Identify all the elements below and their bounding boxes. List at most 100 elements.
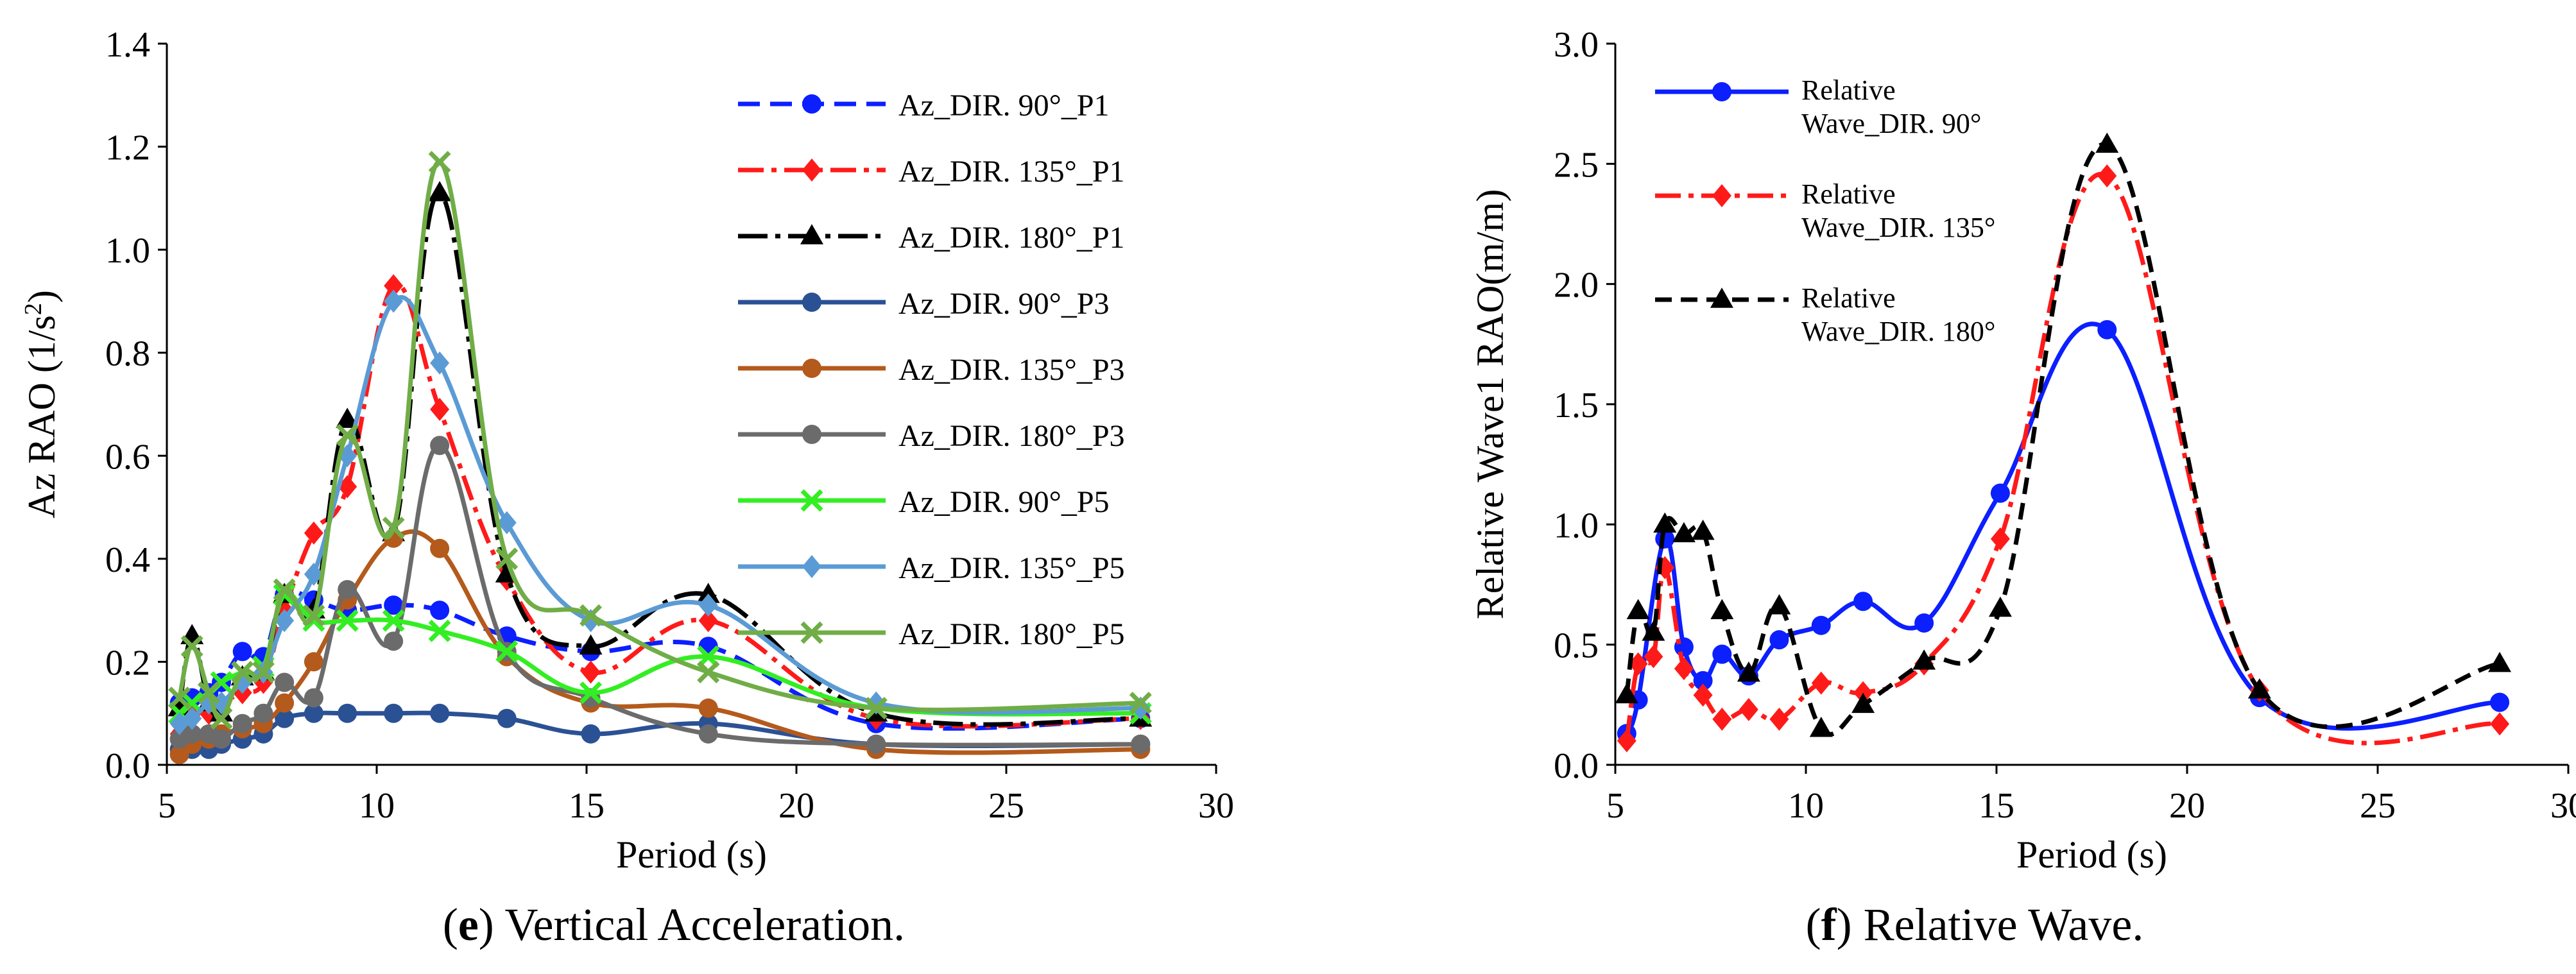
data-point xyxy=(1691,519,1715,540)
data-point xyxy=(197,681,220,705)
series-1 xyxy=(1617,320,2510,744)
data-point xyxy=(1811,671,1831,695)
data-point xyxy=(428,619,451,642)
data-point xyxy=(1990,483,2010,503)
data-point xyxy=(384,631,404,651)
legend-label: Az_DIR. 135°_P3 xyxy=(898,353,1125,387)
data-point xyxy=(1990,527,2010,551)
data-point xyxy=(2097,164,2117,188)
data-point xyxy=(1617,729,1636,753)
data-point xyxy=(698,609,718,633)
legend-marker xyxy=(1712,184,1731,207)
data-point xyxy=(275,708,295,728)
caption-e: (e) Vertical Acceleration. xyxy=(442,899,906,950)
data-point xyxy=(232,642,252,662)
caption-f-letter: f xyxy=(1821,899,1837,950)
data-point xyxy=(428,151,451,174)
legend-marker xyxy=(1712,82,1731,101)
y-tick-label: 2.0 xyxy=(1554,266,1599,305)
y-tick-label: 0.5 xyxy=(1554,626,1599,666)
legend-label-line1: Relative xyxy=(1801,74,1896,106)
legend-label-line2: Wave_DIR. 180° xyxy=(1801,316,1995,347)
data-point xyxy=(336,609,359,632)
legend-label: Az_DIR. 90°_P3 xyxy=(898,287,1110,321)
data-point xyxy=(1769,630,1789,650)
data-point xyxy=(696,583,720,603)
legend-marker xyxy=(802,555,821,578)
legend-marker xyxy=(800,489,823,512)
data-point xyxy=(1769,707,1789,731)
data-point xyxy=(581,660,601,684)
data-point xyxy=(430,538,450,558)
data-point xyxy=(1693,683,1713,707)
data-point xyxy=(866,734,886,754)
series-line xyxy=(1624,142,2500,737)
y-tick-label: 1.2 xyxy=(105,128,150,168)
data-point xyxy=(252,661,275,683)
data-point xyxy=(1710,599,1734,619)
legend-marker xyxy=(802,94,821,114)
caption-f: (f) Relative Wave. xyxy=(1805,899,2144,950)
data-point xyxy=(2490,712,2510,736)
data-point xyxy=(495,640,519,663)
legend-label-line2: Wave_DIR. 90° xyxy=(1801,108,1981,139)
data-point xyxy=(1129,692,1152,715)
data-point xyxy=(302,604,325,627)
y-tick-label: 1.5 xyxy=(1554,386,1599,425)
legend-label: Az_DIR. 180°_P1 xyxy=(898,221,1125,255)
series-3 xyxy=(1615,132,2512,737)
legend-label: Az_DIR. 135°_P1 xyxy=(898,155,1125,189)
x-tick-label: 30 xyxy=(2550,786,2576,826)
data-point xyxy=(384,595,404,615)
data-point xyxy=(580,604,603,627)
data-point xyxy=(302,609,325,632)
data-point xyxy=(497,511,517,534)
data-point xyxy=(384,289,404,313)
data-point xyxy=(1628,652,1648,676)
caption-f-text: ) Relative Wave. xyxy=(1836,899,2144,950)
legend-marker xyxy=(802,293,821,312)
data-point xyxy=(430,351,450,375)
data-point xyxy=(1739,697,1758,721)
data-point xyxy=(2488,651,2512,672)
legend-marker xyxy=(800,621,823,644)
x-tick-label: 10 xyxy=(359,786,395,826)
data-point xyxy=(304,688,323,708)
x-tick-label: 25 xyxy=(988,786,1024,826)
data-point xyxy=(2097,320,2117,339)
x-tick-label: 15 xyxy=(1979,786,2014,826)
data-point xyxy=(231,661,254,683)
chart-panel-e: 5 10 15 20 25 30 0.0 0.2 0.4 0.6 0.8 1.0 1.2 1.4 Perio… xyxy=(20,25,1234,950)
data-point xyxy=(1653,512,1677,533)
data-point xyxy=(580,681,603,705)
x-tick-label: 25 xyxy=(2360,786,2396,826)
data-point xyxy=(1767,594,1791,615)
legend-label: Az_DIR. 135°_P5 xyxy=(898,551,1125,585)
data-point xyxy=(382,609,405,632)
data-point xyxy=(430,436,450,456)
data-point xyxy=(497,708,517,728)
data-point xyxy=(1712,707,1732,731)
caption-e-letter: e xyxy=(458,899,479,950)
chart-f: 5 10 15 20 25 30 0.0 0.5 1.0 1.5 2.0 2.5 3.0 Period (… xyxy=(1469,25,2576,876)
data-point xyxy=(304,562,323,586)
x-tick-label: 30 xyxy=(1198,786,1234,826)
data-point xyxy=(253,703,273,723)
legend-label-line1: Relative xyxy=(1801,282,1896,314)
data-point xyxy=(384,703,404,723)
caption-e-text: ) Vertical Acceleration. xyxy=(478,899,906,950)
data-point xyxy=(1644,645,1663,669)
series-line xyxy=(1624,321,2500,735)
data-point xyxy=(495,547,519,570)
data-point xyxy=(1693,671,1713,690)
y-tick-label: 0.0 xyxy=(1554,746,1599,786)
data-point xyxy=(698,698,718,718)
data-point xyxy=(430,601,450,620)
legend-label: Az_DIR. 90°_P1 xyxy=(898,89,1110,123)
data-point xyxy=(2247,678,2271,699)
x-axis-label: Period (s) xyxy=(616,833,767,876)
x-tick-label: 5 xyxy=(1606,786,1624,826)
data-point xyxy=(698,724,718,744)
data-point xyxy=(275,672,295,692)
